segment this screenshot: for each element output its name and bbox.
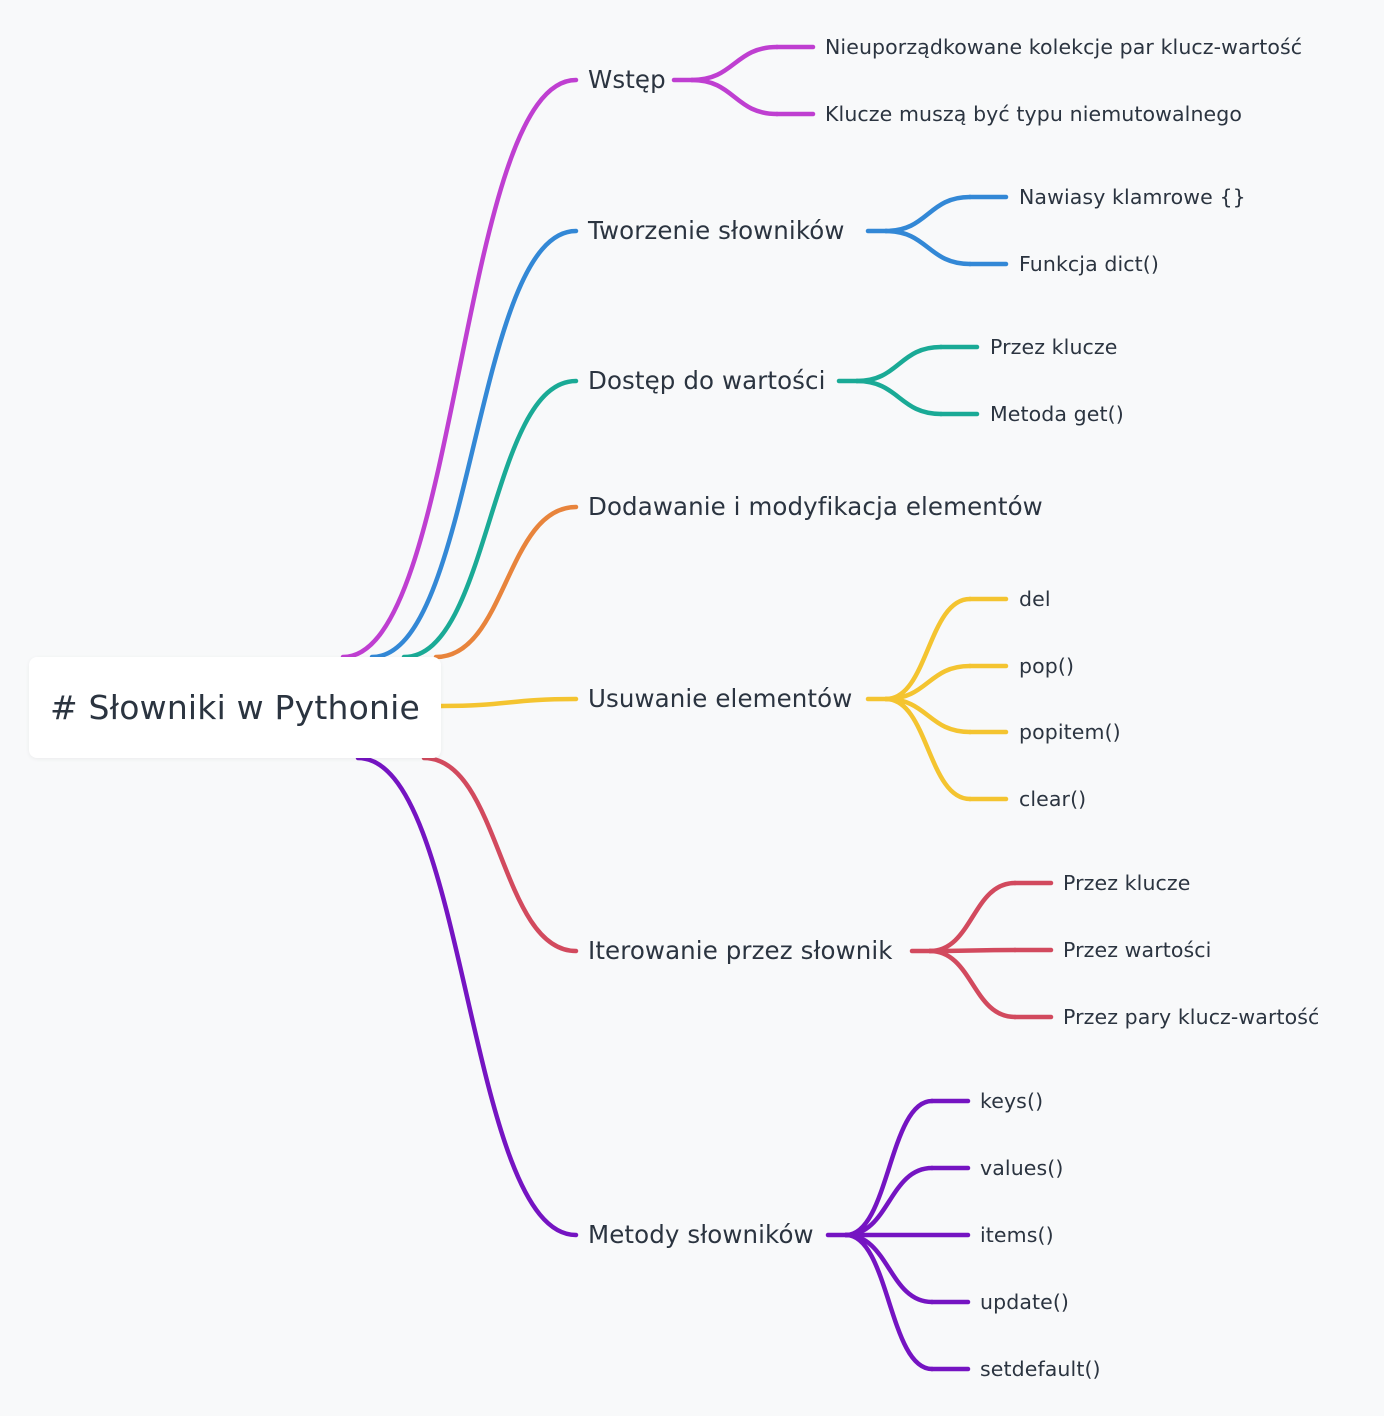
leaf-tworzenie-2[interactable]: Funkcja dict() (1019, 252, 1159, 276)
leaf-link-4-0 (883, 596, 973, 702)
leaf-metody-2[interactable]: values() (980, 1156, 1064, 1180)
leaf-iterowanie-1[interactable]: Przez klucze (1063, 871, 1191, 895)
leaf-link-0-0 (689, 44, 780, 83)
root-node[interactable]: # Słowniki w Pythonie (29, 657, 441, 758)
leaf-link-2-1 (854, 378, 944, 417)
leaf-link-5-2 (927, 948, 1018, 1020)
leaf-link-6-4 (843, 1232, 935, 1372)
root-link-5 (421, 755, 579, 954)
leaf-wstep-2[interactable]: Klucze muszą być typu niemutowalnego (825, 102, 1243, 126)
topic-tworzenie-slownikow[interactable]: Tworzenie słowników (588, 216, 845, 245)
leaf-metody-1[interactable]: keys() (980, 1089, 1044, 1113)
leaf-dostep-2[interactable]: Metoda get() (990, 402, 1124, 426)
leaf-wstep-1[interactable]: Nieuporządkowane kolekcje par klucz-wart… (825, 35, 1303, 59)
topic-wstep[interactable]: Wstęp (588, 65, 666, 94)
leaf-link-6-1 (843, 1165, 935, 1238)
leaf-link-6-3 (843, 1232, 935, 1305)
leaf-link-5-0 (927, 880, 1018, 954)
topic-dodawanie-i-modyfikacja[interactable]: Dodawanie i modyfikacja elementów (588, 492, 1043, 521)
leaf-usuwanie-1[interactable]: del (1019, 587, 1051, 611)
root-label: # Słowniki w Pythonie (49, 688, 421, 727)
leaf-link-5-1 (927, 947, 1018, 954)
leaf-link-4-3 (883, 696, 973, 802)
root-link-1 (369, 228, 579, 660)
root-link-6 (355, 755, 579, 1238)
root-link-2 (401, 378, 579, 660)
leaf-usuwanie-4[interactable]: clear() (1019, 787, 1087, 811)
leaf-usuwanie-2[interactable]: pop() (1019, 654, 1075, 678)
root-link-3 (433, 504, 579, 660)
leaf-iterowanie-3[interactable]: Przez pary klucz-wartość (1063, 1005, 1320, 1029)
leaf-link-1-1 (883, 228, 973, 267)
topic-usuwanie-elementow[interactable]: Usuwanie elementów (588, 684, 853, 713)
root-link-0 (340, 77, 579, 660)
leaf-link-2-0 (854, 344, 944, 384)
leaf-iterowanie-2[interactable]: Przez wartości (1063, 938, 1212, 962)
leaf-link-0-1 (689, 77, 780, 117)
topic-iterowanie-przez-slownik[interactable]: Iterowanie przez słownik (588, 936, 893, 965)
leaf-metody-4[interactable]: update() (980, 1290, 1070, 1314)
leaf-tworzenie-1[interactable]: Nawiasy klamrowe {} (1019, 185, 1246, 209)
topic-dostep-do-wartosci[interactable]: Dostęp do wartości (588, 366, 826, 395)
root-link-4 (438, 696, 579, 709)
leaf-metody-3[interactable]: items() (980, 1223, 1054, 1247)
leaf-dostep-1[interactable]: Przez klucze (990, 335, 1118, 359)
leaf-metody-5[interactable]: setdefault() (980, 1357, 1101, 1381)
leaf-link-6-0 (843, 1098, 935, 1238)
leaf-usuwanie-3[interactable]: popitem() (1019, 720, 1121, 744)
topic-metody-slownikow[interactable]: Metody słowników (588, 1220, 814, 1249)
leaf-link-1-0 (883, 194, 973, 234)
